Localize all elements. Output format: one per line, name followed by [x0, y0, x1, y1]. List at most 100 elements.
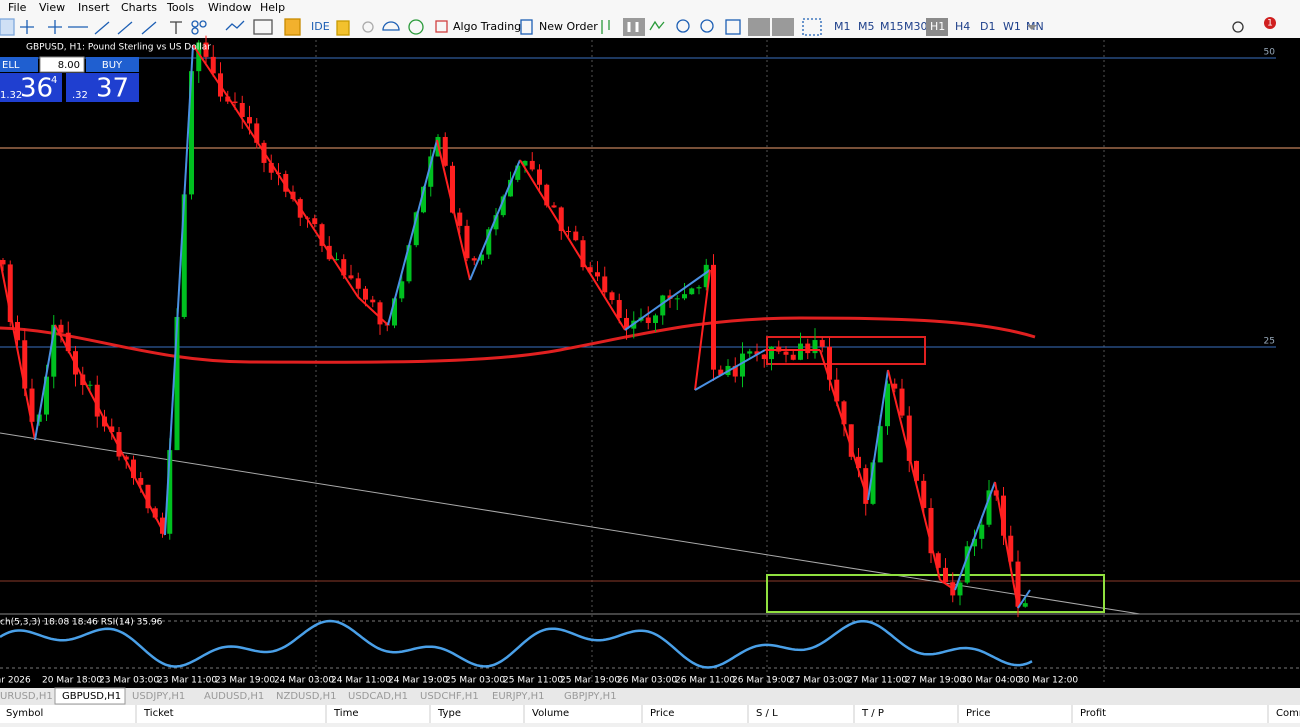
candle-body — [44, 376, 49, 415]
column-header[interactable]: S / L — [756, 708, 778, 719]
symbol-tab[interactable]: GBPJPY,H1 — [564, 691, 617, 702]
candle-body — [841, 401, 847, 425]
column-header[interactable]: T / P — [861, 708, 884, 719]
timeframe-button[interactable]: D1 — [980, 20, 995, 33]
timeframe-button[interactable]: M15 — [880, 20, 904, 33]
column-header[interactable]: Time — [333, 708, 358, 719]
notification-count: 1 — [1267, 19, 1273, 29]
timeframe-button[interactable]: W1 — [1003, 20, 1021, 33]
column-header[interactable]: Comm — [1276, 708, 1300, 719]
menu-item[interactable]: Insert — [78, 1, 110, 14]
menu-item[interactable]: Window — [208, 1, 251, 14]
candle-body — [964, 546, 970, 583]
symbol-tab[interactable]: GBPUSD,H1 — [62, 691, 121, 702]
candle-body — [457, 212, 463, 226]
candle-body — [856, 456, 861, 469]
symbol-tab[interactable]: URUSD,H1 — [0, 691, 53, 702]
candle-body — [899, 388, 905, 416]
timeframe-button[interactable]: M1 — [834, 20, 851, 33]
column-header[interactable]: Type — [437, 708, 461, 719]
candle-body — [486, 229, 492, 255]
candle-body — [1001, 495, 1006, 536]
toolbar-text: IDE Algo Trading New Order M1 M5 M15 M30 H1 H4 D1… — [311, 17, 1276, 36]
timeframe-button[interactable]: H4 — [955, 20, 970, 33]
candle-body — [442, 136, 448, 166]
candle-body — [181, 194, 187, 317]
candle-body — [421, 186, 426, 213]
candle-body — [392, 298, 397, 326]
timeframe-button[interactable]: M30 — [904, 20, 928, 33]
zigzag-segment — [954, 481, 996, 591]
candle-body — [696, 287, 702, 289]
candle-body — [196, 42, 202, 72]
time-label: 20 Mar 18:00 — [42, 676, 102, 686]
candle-body — [450, 165, 455, 213]
column-header[interactable]: Volume — [532, 708, 569, 719]
menu-item[interactable]: Charts — [121, 1, 157, 14]
menu-item[interactable]: Tools — [166, 1, 194, 14]
symbol-tab[interactable]: EURJPY,H1 — [492, 691, 545, 702]
candle-body — [160, 517, 165, 534]
candle-body — [167, 450, 173, 534]
symbol-tab[interactable]: AUDUSD,H1 — [204, 691, 264, 702]
candle-body — [348, 275, 354, 279]
candle-body — [906, 415, 912, 461]
zigzag-segment — [436, 139, 471, 281]
menu-item[interactable]: Help — [260, 1, 285, 14]
zigzag-segment — [519, 159, 626, 331]
time-label: 24 Mar 11:00 — [331, 676, 391, 686]
column-header[interactable]: Symbol — [6, 708, 43, 719]
candle-body — [464, 225, 470, 259]
candle-body — [319, 224, 325, 246]
candle-body — [761, 354, 767, 360]
zigzag-segment — [164, 44, 194, 536]
zigzag-segment — [1017, 589, 1031, 609]
level-label: 50 — [1264, 48, 1276, 58]
symbol-tab[interactable]: USDJPY,H1 — [132, 691, 185, 702]
time-label: 27 Mar 19:00 — [905, 676, 965, 686]
candle-body — [29, 388, 35, 422]
symbol-tab[interactable]: USDCAD,H1 — [348, 691, 408, 702]
sell-button[interactable]: ELL — [2, 60, 20, 71]
candle-body — [834, 379, 840, 402]
column-header[interactable]: Price — [966, 708, 990, 719]
time-label: 26 Mar 19:00 — [732, 676, 792, 686]
candle-body — [522, 160, 528, 166]
candle-body — [674, 298, 680, 300]
column-header[interactable]: Price — [650, 708, 674, 719]
candle-body — [94, 384, 100, 417]
zigzag-segment — [624, 269, 711, 331]
candle-body — [747, 351, 753, 354]
toolbar-icons — [0, 18, 1244, 36]
menu-item[interactable]: File — [8, 1, 27, 14]
candle-body — [935, 553, 941, 568]
candle-body — [558, 207, 564, 232]
candle-body — [885, 383, 890, 427]
candle-body — [986, 490, 992, 525]
candle-body — [645, 317, 651, 324]
candle-body — [210, 56, 216, 74]
timeframe-button[interactable]: M5 — [858, 20, 875, 33]
candle-body — [819, 340, 825, 347]
timeframe-button[interactable]: H1 — [930, 20, 945, 33]
time-label: 25 Mar 19:00 — [560, 676, 620, 686]
column-header[interactable]: Profit — [1080, 708, 1106, 719]
time-label: 25 Mar 11:00 — [503, 676, 563, 686]
zigzag-segment — [54, 324, 166, 536]
menu-item[interactable]: View — [39, 1, 65, 14]
zigzag-segment — [994, 481, 1019, 609]
symbol-tab[interactable]: NZDUSD,H1 — [276, 691, 336, 702]
symbol-tab[interactable]: USDCHF,H1 — [420, 691, 479, 702]
ide-button[interactable]: IDE — [311, 20, 330, 33]
algo-trading-button[interactable]: Algo Trading — [453, 20, 521, 33]
candle-body — [174, 316, 180, 451]
new-order-button[interactable]: New Order — [539, 20, 598, 33]
lot-size[interactable]: 8.00 — [58, 60, 80, 71]
column-header[interactable]: Ticket — [143, 708, 174, 719]
candle-body — [145, 484, 151, 509]
candle-body — [921, 480, 927, 508]
candle-body — [87, 384, 93, 386]
buy-button[interactable]: BUY — [102, 60, 123, 71]
candle-body — [413, 212, 419, 246]
zigzag-segment — [819, 349, 869, 501]
